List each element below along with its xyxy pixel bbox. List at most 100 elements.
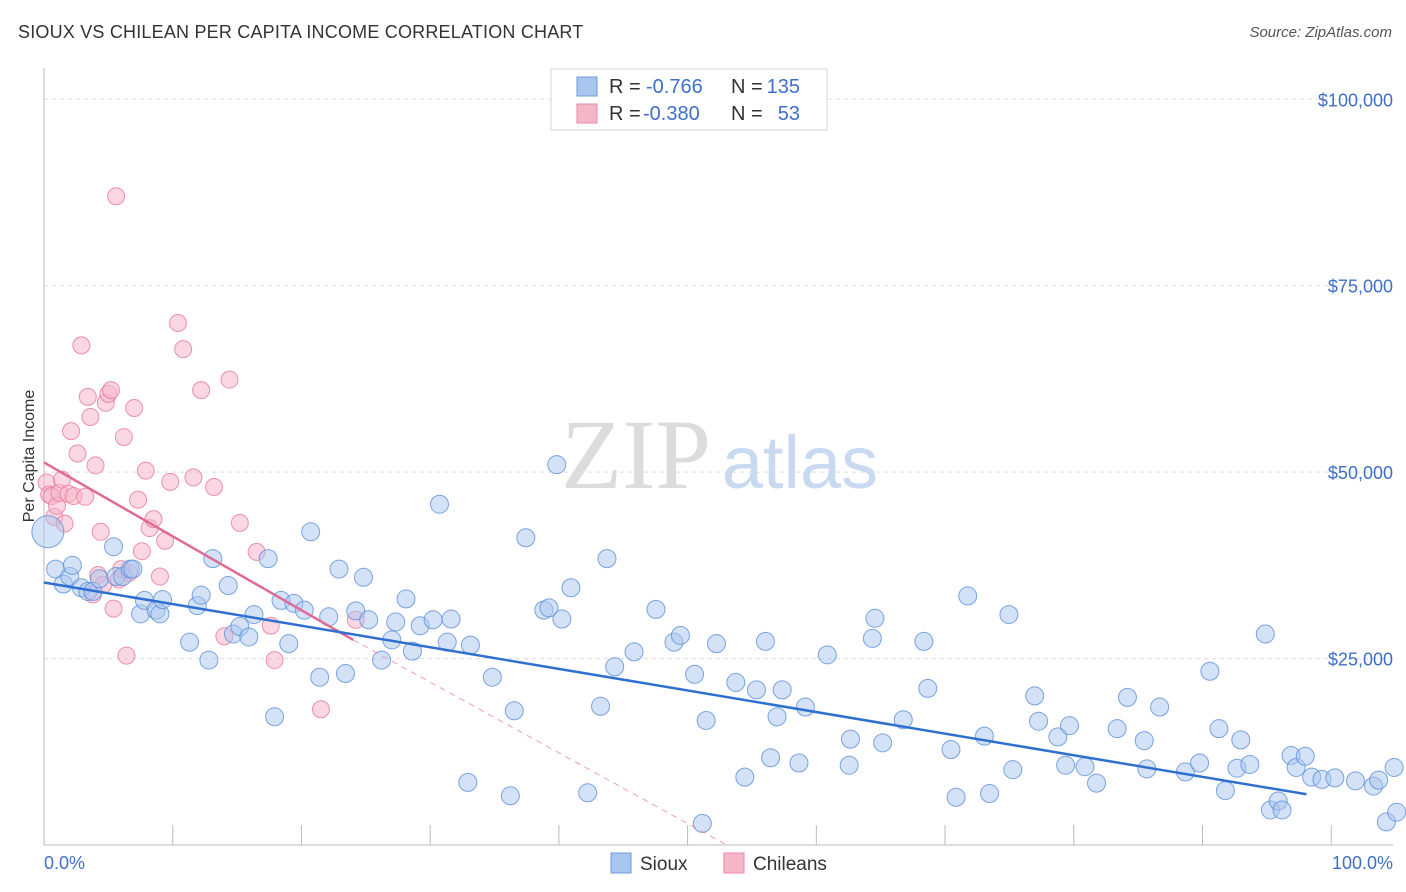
sioux-point [893,710,913,730]
sioux-point [1190,753,1210,773]
chileans-point [230,513,249,532]
sioux-point [244,605,264,625]
sioux-point [624,642,644,662]
sioux-point [547,455,567,475]
sioux-point [1048,727,1068,747]
sioux-point [239,627,259,647]
gridlines [44,98,1393,660]
y-tick-labels: $25,000 $50,000 $75,000 $100,000 [1318,90,1393,669]
sioux-point [504,701,524,721]
chileans-point [136,461,155,480]
chileans-point [168,314,187,332]
sioux-point [279,634,299,654]
sioux-point [1029,711,1049,731]
chileans-point [174,340,193,359]
sioux-point [1384,757,1404,777]
y-axis-label: Per Capita Income [21,390,38,523]
sioux-point [180,632,200,652]
sioux-point [1059,716,1079,736]
sioux-point [301,522,321,542]
sioux-point [62,555,82,575]
sioux-point [597,549,617,569]
sioux-point [685,664,705,684]
chileans-point [129,490,148,509]
sioux-point [946,787,966,807]
sioux-point [862,628,882,648]
chileans-point [311,700,330,719]
sioux-point [914,631,934,651]
y-tick-label: $75,000 [1328,277,1393,297]
sioux-point [191,585,211,605]
chileans-trend-extension [352,639,728,846]
sioux-point [1345,771,1365,791]
bottom-legend-swatch-sioux [610,852,632,874]
sioux-point [789,753,809,773]
sioux-point [670,625,690,645]
chileans-point [114,428,133,447]
sioux-point [941,740,961,760]
chart-title: SIOUX VS CHILEAN PER CAPITA INCOME CORRE… [18,22,584,42]
sioux-point [310,667,330,687]
sioux-point [258,549,278,569]
bottom-legend-swatch-chileans [723,852,745,874]
chileans-point [150,567,169,586]
chileans-point [107,187,126,206]
sioux-point [199,650,219,670]
sioux-point [1231,730,1251,750]
sioux-point [696,710,716,730]
legend-n-value-chileans: 53 [778,103,800,125]
sioux-trend-line [43,581,1307,796]
chileans-point [125,399,144,418]
chileans-point [205,478,224,497]
legend-r-label-sioux: R = [609,76,641,98]
sioux-point [1215,781,1235,801]
y-tick-label: $50,000 [1328,463,1393,483]
chileans-point [220,370,239,389]
sioux-point [1134,731,1154,751]
chileans-point [72,336,91,355]
legend-r-value-sioux: -0.766 [646,76,703,98]
sioux-point [1107,719,1127,739]
legend-r-value-chileans: -0.380 [643,103,700,125]
sioux-point [359,610,379,630]
sioux-point [646,599,666,619]
sioux-point [329,559,349,579]
sioux-point [746,680,766,700]
sioux-point [1200,661,1220,681]
sioux-point [265,707,285,727]
sioux-point [772,680,792,700]
y-tick-label: $100,000 [1318,90,1393,110]
sioux-point [1117,687,1137,707]
sioux-point [840,729,860,749]
sioux-point [767,707,787,727]
sioux-points [31,455,1406,833]
sioux-point [218,575,238,595]
sioux-point [958,586,978,606]
watermark: ZIP atlas [561,399,878,510]
chileans-point [81,407,100,426]
sioux-point [1209,719,1229,739]
x-tick-label-max: 100.0% [1332,853,1393,873]
sioux-point [1387,802,1406,822]
sioux-point [516,528,536,548]
chileans-point [86,456,105,475]
sioux-point [561,578,581,598]
chileans-point [104,599,123,618]
sioux-point [396,589,416,609]
sioux-point [692,813,712,833]
sioux-point [353,567,373,587]
sioux-point [735,767,755,787]
legend-n-value-sioux: 135 [767,76,800,98]
chileans-point [161,472,180,491]
sioux-point [1056,755,1076,775]
sioux-point [795,697,815,717]
chileans-point [132,542,151,561]
chileans-point [76,487,95,506]
sioux-point [552,609,572,629]
source-label: Source: ZipAtlas.com [1249,24,1392,41]
sioux-point [123,559,143,579]
sioux-point [817,645,837,665]
bottom-legend: Sioux Chileans [610,852,827,875]
sioux-point [423,610,443,630]
chileans-point [192,381,211,400]
